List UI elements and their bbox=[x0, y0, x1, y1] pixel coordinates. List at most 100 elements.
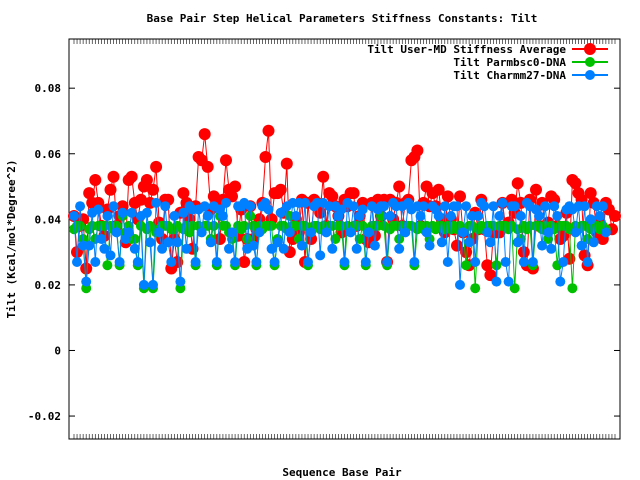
data-point bbox=[259, 151, 272, 163]
data-point bbox=[527, 257, 538, 267]
data-point bbox=[424, 240, 435, 251]
data-point bbox=[145, 220, 155, 231]
data-point bbox=[275, 207, 286, 218]
x-axis-ticks bbox=[73, 39, 616, 439]
data-point bbox=[415, 211, 426, 221]
data-point bbox=[306, 227, 317, 238]
data-point bbox=[540, 201, 551, 212]
data-point bbox=[99, 243, 110, 254]
data-point bbox=[582, 257, 593, 267]
data-point bbox=[147, 183, 159, 196]
data-point bbox=[129, 234, 140, 244]
data-point bbox=[123, 227, 134, 238]
data-point bbox=[140, 174, 153, 186]
data-point bbox=[511, 177, 524, 190]
data-point bbox=[148, 279, 158, 290]
data-point bbox=[409, 257, 420, 267]
data-point bbox=[491, 260, 502, 271]
data-point bbox=[394, 234, 405, 244]
data-point bbox=[245, 201, 256, 212]
data-point bbox=[272, 237, 283, 248]
data-point bbox=[172, 237, 183, 248]
data-point bbox=[488, 201, 499, 212]
data-point bbox=[199, 201, 210, 212]
data-point bbox=[567, 283, 578, 294]
y-tick-label: 0.02 bbox=[35, 279, 62, 292]
data-point bbox=[105, 250, 116, 261]
data-point bbox=[534, 211, 544, 221]
data-point bbox=[363, 227, 374, 238]
data-point bbox=[166, 257, 177, 267]
data-point bbox=[102, 260, 113, 271]
data-point bbox=[213, 233, 226, 245]
data-point bbox=[348, 201, 359, 212]
data-point bbox=[470, 283, 481, 294]
data-point bbox=[327, 243, 338, 254]
data-point bbox=[418, 201, 429, 212]
data-point bbox=[441, 190, 454, 203]
data-point bbox=[336, 204, 347, 215]
legend-label: Tilt Charmm27-DNA bbox=[453, 69, 566, 82]
data-point bbox=[239, 220, 250, 231]
data-point bbox=[357, 204, 368, 215]
data-point bbox=[473, 211, 484, 221]
data-point bbox=[224, 243, 234, 254]
data-point bbox=[609, 210, 621, 222]
data-point bbox=[269, 257, 280, 267]
data-point bbox=[569, 177, 582, 190]
data-point bbox=[132, 257, 143, 267]
data-point bbox=[198, 128, 211, 141]
data-point bbox=[220, 154, 232, 167]
data-point bbox=[500, 257, 511, 267]
x-axis-label: Sequence Base Pair bbox=[282, 466, 402, 479]
data-point bbox=[303, 257, 313, 267]
data-point bbox=[284, 227, 295, 238]
data-point bbox=[509, 283, 520, 294]
data-point bbox=[461, 260, 472, 271]
data-point bbox=[464, 237, 475, 248]
data-point bbox=[515, 211, 526, 221]
data-point bbox=[178, 207, 189, 218]
data-point bbox=[221, 197, 231, 208]
data-point bbox=[104, 183, 117, 196]
data-point bbox=[205, 237, 216, 248]
data-point bbox=[145, 237, 155, 248]
data-point bbox=[154, 227, 165, 238]
data-point bbox=[436, 237, 447, 248]
data-point bbox=[345, 227, 356, 238]
data-point bbox=[470, 257, 481, 267]
data-point bbox=[202, 211, 213, 221]
data-point bbox=[317, 170, 330, 183]
data-point bbox=[72, 257, 82, 267]
data-point bbox=[157, 243, 168, 254]
legend-swatch-marker bbox=[585, 70, 595, 80]
data-point bbox=[134, 193, 147, 206]
chart-title: Base Pair Step Helical Parameters Stiffn… bbox=[147, 12, 538, 25]
data-point bbox=[439, 201, 450, 212]
data-point bbox=[455, 279, 465, 290]
data-point bbox=[452, 201, 462, 212]
data-point bbox=[266, 220, 277, 231]
data-point bbox=[479, 201, 490, 212]
data-point bbox=[211, 257, 222, 267]
data-point bbox=[114, 257, 125, 267]
data-point bbox=[208, 220, 219, 231]
data-point bbox=[125, 170, 138, 183]
data-point bbox=[96, 234, 107, 244]
data-point bbox=[555, 276, 566, 287]
y-tick-label: 0 bbox=[54, 344, 61, 357]
data-point bbox=[494, 211, 505, 221]
data-point bbox=[509, 201, 520, 212]
data-point bbox=[579, 201, 590, 212]
data-point bbox=[75, 201, 86, 212]
data-point bbox=[175, 276, 186, 287]
data-point bbox=[503, 276, 514, 287]
data-point bbox=[558, 257, 569, 267]
data-point bbox=[129, 243, 140, 254]
data-point bbox=[385, 211, 396, 221]
data-point bbox=[141, 207, 152, 218]
data-point bbox=[126, 207, 137, 218]
data-point bbox=[585, 214, 596, 225]
